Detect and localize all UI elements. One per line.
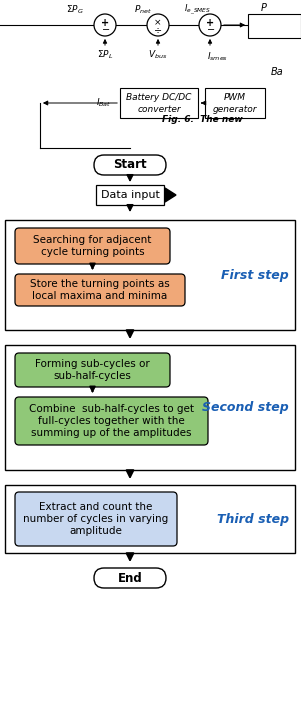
Text: generator: generator bbox=[213, 104, 257, 114]
Bar bbox=[5, 220, 295, 330]
Text: −: − bbox=[102, 25, 110, 35]
Text: End: End bbox=[118, 571, 142, 585]
Text: Second step: Second step bbox=[202, 401, 289, 414]
Text: Data input: Data input bbox=[101, 190, 160, 200]
Polygon shape bbox=[165, 188, 176, 202]
FancyBboxPatch shape bbox=[15, 353, 170, 387]
FancyBboxPatch shape bbox=[15, 274, 185, 306]
Text: converter: converter bbox=[137, 104, 181, 114]
Text: Store the turning points as
local maxima and minima: Store the turning points as local maxima… bbox=[30, 279, 170, 301]
Circle shape bbox=[147, 14, 169, 36]
FancyBboxPatch shape bbox=[94, 155, 166, 175]
FancyBboxPatch shape bbox=[94, 568, 166, 588]
FancyBboxPatch shape bbox=[15, 397, 208, 445]
FancyBboxPatch shape bbox=[15, 492, 177, 546]
Text: ×: × bbox=[154, 18, 162, 27]
Text: Fig. 6.  The new: Fig. 6. The new bbox=[162, 116, 243, 124]
FancyBboxPatch shape bbox=[15, 228, 170, 264]
Circle shape bbox=[199, 14, 221, 36]
Bar bbox=[205, 88, 265, 118]
Text: $\Sigma P_G$: $\Sigma P_G$ bbox=[66, 4, 84, 16]
Text: $\Sigma P_L$: $\Sigma P_L$ bbox=[97, 49, 113, 61]
Text: −: − bbox=[207, 25, 215, 35]
Text: ÷: ÷ bbox=[154, 25, 162, 35]
Text: $I_{smes}$: $I_{smes}$ bbox=[207, 51, 228, 64]
Text: Battery DC/DC: Battery DC/DC bbox=[126, 93, 192, 102]
Bar bbox=[5, 345, 295, 470]
Bar bbox=[96, 185, 164, 205]
Text: $I_{Bat}$: $I_{Bat}$ bbox=[96, 97, 112, 109]
Text: +: + bbox=[101, 18, 109, 28]
Text: $I_{e\_SMES}$: $I_{e\_SMES}$ bbox=[185, 3, 212, 17]
Text: Ba: Ba bbox=[271, 67, 284, 77]
Text: $P_{net}$: $P_{net}$ bbox=[134, 4, 152, 16]
Text: Searching for adjacent
cycle turning points: Searching for adjacent cycle turning poi… bbox=[33, 235, 152, 257]
Text: Forming sub-cycles or
sub-half-cycles: Forming sub-cycles or sub-half-cycles bbox=[35, 359, 150, 381]
Text: Extract and count the
number of cycles in varying
amplitude: Extract and count the number of cycles i… bbox=[23, 503, 169, 536]
Text: First step: First step bbox=[221, 268, 289, 282]
Text: PWM: PWM bbox=[224, 93, 246, 102]
Text: Start: Start bbox=[113, 159, 147, 172]
Bar bbox=[120, 88, 198, 118]
Bar bbox=[5, 485, 295, 553]
Bar bbox=[248, 14, 301, 38]
Text: +: + bbox=[206, 18, 214, 28]
Circle shape bbox=[94, 14, 116, 36]
Text: P: P bbox=[261, 3, 267, 13]
Text: Third step: Third step bbox=[217, 513, 289, 525]
Text: Combine  sub-half-cycles to get
full-cycles together with the
summing up of the : Combine sub-half-cycles to get full-cycl… bbox=[29, 405, 194, 438]
Text: $V_{bus}$: $V_{bus}$ bbox=[148, 49, 168, 61]
